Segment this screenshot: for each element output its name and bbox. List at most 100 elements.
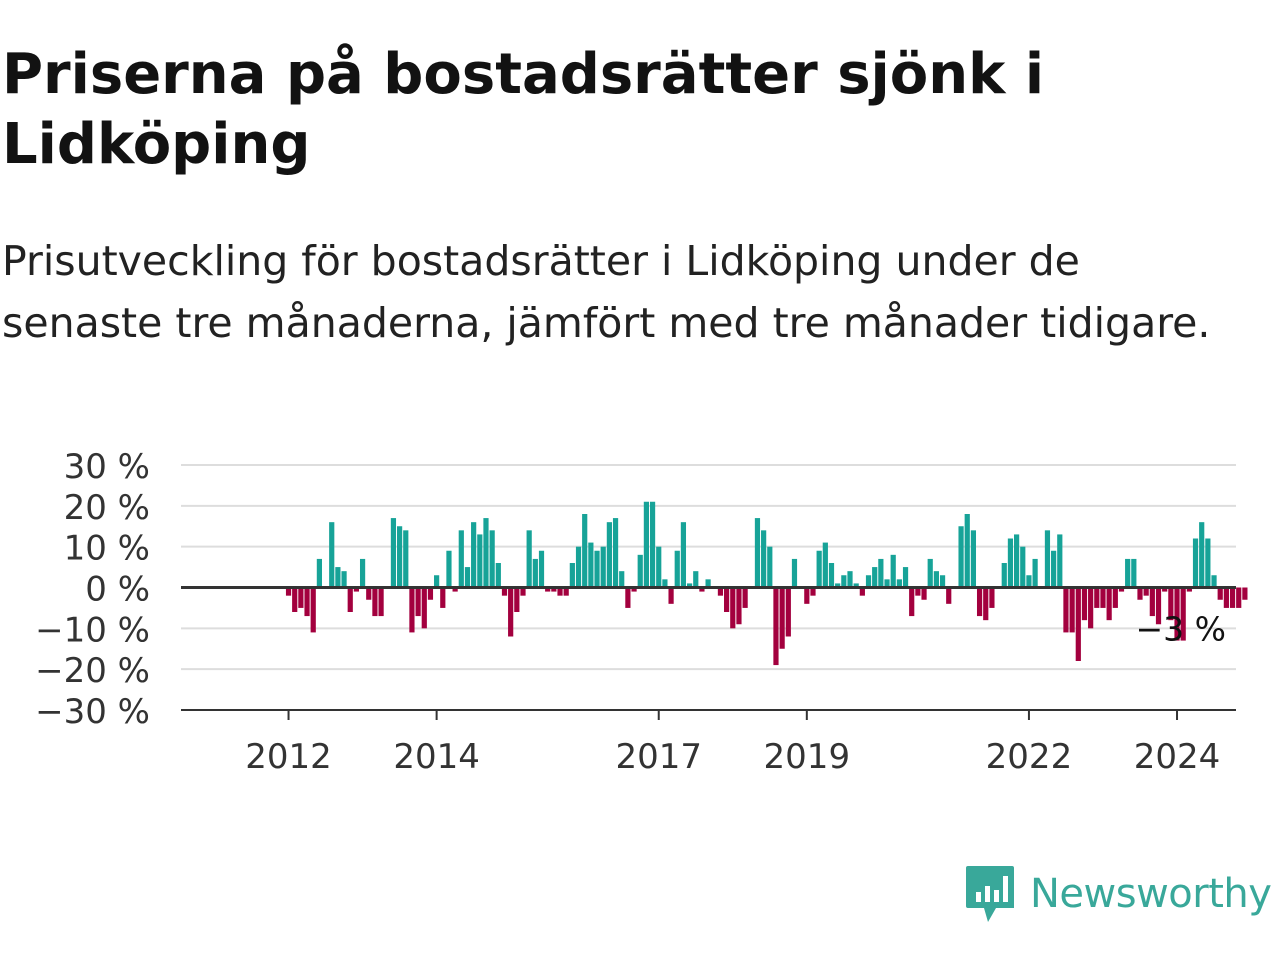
- newsworthy-logo-icon: [966, 866, 1014, 922]
- bar: [785, 587, 791, 637]
- bar: [724, 587, 730, 612]
- bar: [1217, 587, 1223, 600]
- bar: [1149, 587, 1155, 617]
- bar: [804, 587, 810, 604]
- bar: [872, 567, 878, 588]
- bar: [285, 587, 292, 596]
- bar: [588, 542, 594, 588]
- bar: [909, 587, 915, 617]
- bar: [520, 587, 526, 596]
- bar: [779, 587, 785, 649]
- bar: [563, 587, 569, 596]
- bar: [551, 587, 557, 592]
- x-tick-label: 2012: [245, 737, 332, 777]
- bar: [557, 587, 563, 596]
- bar: [538, 550, 545, 588]
- bar: [483, 518, 489, 588]
- latest-value-label: −3 %: [1136, 609, 1227, 648]
- bar: [1106, 587, 1112, 621]
- y-tick-label: 10 %: [64, 529, 150, 569]
- bar: [1162, 587, 1168, 592]
- bar: [372, 587, 378, 617]
- bar: [859, 587, 865, 596]
- y-tick-label: −20 %: [35, 651, 150, 691]
- bar: [545, 587, 551, 592]
- bar: [1051, 550, 1057, 588]
- bar: [335, 567, 341, 588]
- bar: [1211, 575, 1217, 588]
- bar: [767, 546, 773, 588]
- bar: [705, 579, 711, 588]
- bar: [526, 530, 532, 588]
- bar: [853, 583, 859, 588]
- bar: [884, 579, 890, 588]
- bar: [403, 530, 409, 588]
- x-tick-label: 2024: [1134, 737, 1221, 777]
- bar: [415, 587, 421, 617]
- bar: [921, 587, 927, 600]
- bar: [631, 587, 637, 592]
- bar: [680, 522, 687, 588]
- bar: [828, 563, 835, 588]
- bar: [594, 550, 600, 588]
- bar: [989, 587, 995, 608]
- bar: [1168, 587, 1174, 621]
- bar: [773, 587, 779, 666]
- bar: [1007, 538, 1014, 588]
- bar: [1112, 587, 1118, 608]
- bar: [816, 550, 822, 588]
- bar: [668, 587, 674, 604]
- bar: [600, 546, 606, 588]
- bar: [1094, 587, 1100, 608]
- bar: [927, 558, 933, 588]
- bar: [835, 583, 841, 588]
- bar: [742, 587, 748, 608]
- bar: [397, 526, 403, 588]
- bar: [606, 522, 612, 588]
- bar: [353, 587, 360, 592]
- bar: [1192, 538, 1199, 588]
- bar: [304, 587, 310, 617]
- bar: [970, 530, 977, 588]
- bar: [390, 518, 397, 588]
- bar: [946, 587, 952, 604]
- bar: [1174, 587, 1180, 641]
- brand-name: Newsworthy: [1030, 871, 1272, 917]
- bar: [366, 587, 372, 600]
- bar: [964, 514, 970, 588]
- bar: [532, 558, 538, 588]
- bar: [1137, 587, 1143, 600]
- bar: [1118, 587, 1125, 592]
- bar: [612, 518, 619, 588]
- bar: [1180, 587, 1186, 641]
- bar: [976, 587, 983, 617]
- bar: [890, 554, 896, 588]
- bar: [1186, 587, 1192, 592]
- bar: [1242, 587, 1248, 600]
- bar: [730, 587, 736, 629]
- chart-title: Priserna på bostadsrätter sjönk i Lidköp…: [2, 42, 1045, 177]
- bar: [434, 575, 440, 588]
- bar: [582, 514, 588, 588]
- bar: [1088, 587, 1094, 629]
- bar: [933, 571, 939, 588]
- bar: [958, 526, 964, 588]
- bar: [495, 563, 501, 588]
- chart-subtitle: Prisutveckling för bostadsrätter i Lidkö…: [2, 237, 1211, 347]
- bar: [1223, 587, 1229, 608]
- bar: [939, 575, 946, 588]
- bar: [1081, 587, 1088, 621]
- bar: [409, 587, 415, 633]
- bar: [1229, 587, 1236, 608]
- y-tick-label: 20 %: [64, 488, 150, 528]
- bar: [1125, 558, 1131, 588]
- bar: [292, 587, 298, 612]
- y-tick-label: −10 %: [35, 610, 150, 650]
- bar: [440, 587, 446, 608]
- bar: [902, 567, 909, 588]
- bar: [471, 522, 477, 588]
- bar: [841, 575, 847, 588]
- bar: [1063, 587, 1069, 633]
- bar: [316, 558, 322, 588]
- bar: [464, 567, 471, 588]
